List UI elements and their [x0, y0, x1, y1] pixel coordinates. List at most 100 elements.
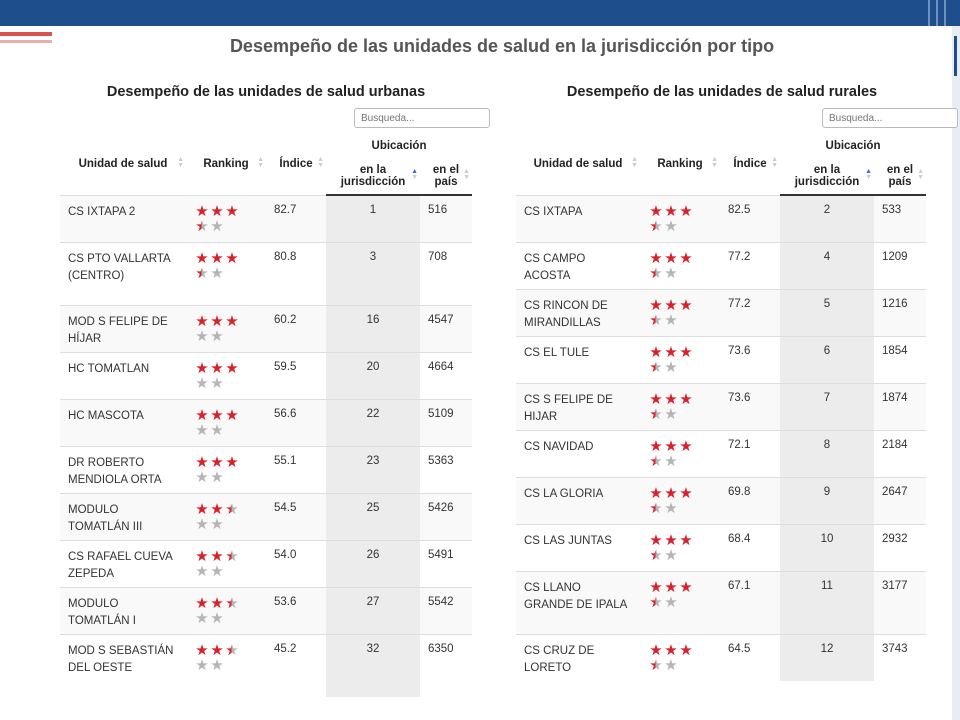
star-icon: ★ — [195, 327, 208, 345]
star-icon: ★ — [210, 594, 223, 612]
star-icon: ★ — [225, 594, 238, 612]
header-unidad-label: Unidad de salud — [78, 158, 168, 171]
cell-pais: 5109 — [420, 398, 472, 446]
table-row: CS CRUZ DE LORETO ★ ★ ★ ★ ★ 64.5 12 3743 — [516, 633, 926, 681]
star-icon: ★ — [679, 249, 692, 267]
star-rating: ★ ★ ★ ★ ★ — [648, 580, 704, 610]
top-bar-stripe — [936, 0, 938, 26]
cell-indice: 82.5 — [720, 194, 780, 242]
cell-unidad: MOD S SEBASTIÁN DEL OESTE — [60, 633, 186, 697]
star-icon: ★ — [195, 594, 208, 612]
cell-jurisdiccion: 32 — [326, 633, 420, 697]
header-indice[interactable]: Índice ▲ ▼ — [720, 134, 780, 195]
cell-indice: 73.6 — [720, 382, 780, 430]
star-icon: ★ — [210, 406, 223, 424]
cell-pais: 2647 — [874, 476, 926, 524]
table-row: CS S FELIPE DE HIJAR ★ ★ ★ ★ ★ 73.6 7 1874 — [516, 382, 926, 430]
header-pais[interactable]: en el país ▲ ▼ — [874, 158, 926, 196]
star-icon: ★ — [649, 546, 662, 564]
star-icon: ★ — [210, 327, 223, 345]
star-icon: ★ — [664, 249, 677, 267]
star-icon: ★ — [195, 468, 208, 486]
star-icon: ★ — [679, 578, 692, 596]
star-icon: ★ — [195, 249, 208, 267]
star-icon: ★ — [225, 453, 238, 471]
cell-pais: 4664 — [420, 351, 472, 399]
cell-ranking: ★ ★ ★ ★ ★ — [186, 241, 266, 305]
star-icon: ★ — [195, 500, 208, 518]
star-icon: ★ — [664, 358, 677, 376]
star-icon: ★ — [649, 656, 662, 674]
header-ranking[interactable]: Ranking ▲ ▼ — [186, 134, 266, 195]
star-rating: ★ ★ ★ ★ ★ — [194, 502, 250, 532]
star-icon: ★ — [195, 515, 208, 533]
star-rating: ★ ★ ★ ★ ★ — [648, 533, 704, 563]
star-icon: ★ — [649, 593, 662, 611]
cell-jurisdiccion: 27 — [326, 586, 420, 634]
star-icon: ★ — [649, 343, 662, 361]
star-rating: ★ ★ ★ ★ ★ — [194, 204, 250, 234]
star-icon: ★ — [679, 343, 692, 361]
header-pais[interactable]: en el país ▲ ▼ — [420, 158, 472, 196]
cell-unidad: CS PTO VALLARTA (CENTRO) — [60, 241, 186, 305]
star-icon: ★ — [195, 359, 208, 377]
cell-unidad: CS EL TULE — [516, 335, 640, 383]
cell-jurisdiccion: 12 — [780, 633, 874, 681]
star-icon: ★ — [664, 641, 677, 659]
header-pais-label: en el país — [432, 164, 460, 188]
cell-jurisdiccion: 6 — [780, 335, 874, 383]
cell-indice: 72.1 — [720, 429, 780, 477]
star-rating: ★ ★ ★ ★ ★ — [194, 549, 250, 579]
cell-pais: 1216 — [874, 288, 926, 336]
right-accent-segment — [954, 36, 957, 76]
header-indice[interactable]: Índice ▲ ▼ — [266, 134, 326, 195]
cell-jurisdiccion: 16 — [326, 304, 420, 352]
header-jurisdiccion[interactable]: en la jurisdicción ▲ ▼ — [326, 158, 420, 196]
cell-jurisdiccion: 8 — [780, 429, 874, 477]
cell-pais: 5426 — [420, 492, 472, 540]
star-icon: ★ — [195, 421, 208, 439]
star-icon: ★ — [649, 264, 662, 282]
search-input-urbanas[interactable] — [354, 108, 490, 128]
cell-indice: 54.5 — [266, 492, 326, 540]
search-input-rurales[interactable] — [822, 108, 958, 128]
cell-ranking: ★ ★ ★ ★ ★ — [640, 570, 720, 634]
cell-pais: 516 — [420, 194, 472, 242]
star-rating: ★ ★ ★ ★ ★ — [194, 643, 250, 673]
star-icon: ★ — [649, 358, 662, 376]
header-jurisdiccion-label: en la jurisdicción — [794, 164, 860, 188]
header-ranking[interactable]: Ranking ▲ ▼ — [640, 134, 720, 195]
star-icon: ★ — [210, 359, 223, 377]
cell-ranking: ★ ★ ★ ★ ★ — [186, 492, 266, 540]
header-unidad-label: Unidad de salud — [533, 158, 623, 171]
star-rating: ★ ★ ★ ★ ★ — [648, 298, 704, 328]
star-icon: ★ — [195, 374, 208, 392]
header-jurisdiccion[interactable]: en la jurisdicción ▲ ▼ — [780, 158, 874, 196]
cell-ranking: ★ ★ ★ ★ ★ — [186, 633, 266, 697]
cell-unidad: CS RINCON DE MIRANDILLAS — [516, 288, 640, 336]
cell-unidad: MOD S FELIPE DE HÍJAR — [60, 304, 186, 352]
cell-ranking: ★ ★ ★ ★ ★ — [640, 382, 720, 430]
star-icon: ★ — [210, 562, 223, 580]
cell-unidad: CS IXTAPA 2 — [60, 194, 186, 242]
table-row: CS NAVIDAD ★ ★ ★ ★ ★ 72.1 8 2184 — [516, 429, 926, 477]
star-icon: ★ — [649, 296, 662, 314]
star-icon: ★ — [649, 437, 662, 455]
cell-unidad: CS LLANO GRANDE DE IPALA — [516, 570, 640, 634]
cell-ranking: ★ ★ ★ ★ ★ — [640, 241, 720, 289]
cell-jurisdiccion: 7 — [780, 382, 874, 430]
header-ubicacion: Ubicación — [371, 140, 427, 152]
star-icon: ★ — [679, 202, 692, 220]
header-unidad[interactable]: Unidad de salud ▲ ▼ — [516, 134, 640, 195]
cell-pais: 5542 — [420, 586, 472, 634]
sort-asc-icon: ▲ ▼ — [411, 168, 418, 181]
header-unidad[interactable]: Unidad de salud ▲ ▼ — [60, 134, 186, 195]
cell-ranking: ★ ★ ★ ★ ★ — [186, 351, 266, 399]
star-icon: ★ — [225, 547, 238, 565]
cell-indice: 56.6 — [266, 398, 326, 446]
panel-urbanas: Desempeño de las unidades de salud urban… — [60, 84, 490, 697]
star-icon: ★ — [649, 390, 662, 408]
cell-ranking: ★ ★ ★ ★ ★ — [640, 288, 720, 336]
cell-unidad: CS CAMPO ACOSTA — [516, 241, 640, 289]
star-icon: ★ — [664, 484, 677, 502]
